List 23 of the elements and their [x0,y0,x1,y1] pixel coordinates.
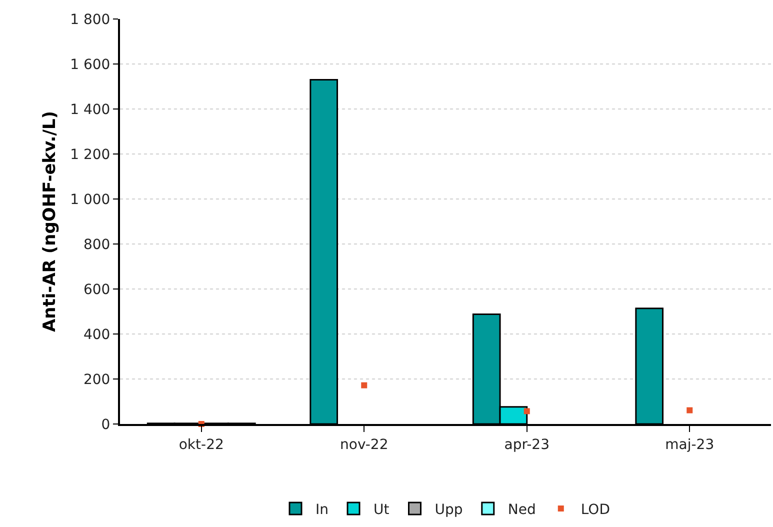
y-tick-label: 400 [83,326,110,343]
y-tick-label: 1 200 [70,146,110,163]
y-tick-label: 1 600 [70,56,110,73]
legend-label: LOD [580,502,610,518]
y-axis-title: Anti-AR (ngOHF-ekv./L) [40,110,60,332]
legend-label: Ut [374,502,390,518]
x-tick-label: maj-23 [665,436,714,453]
y-tick-label: 1 400 [70,102,110,118]
y-tick-label: 600 [83,282,110,298]
legend-label: Upp [434,502,463,518]
point [686,407,693,414]
y-tick-label: 1 000 [70,192,110,208]
y-tick-label: 200 [83,372,110,388]
legend-label: Ned [508,502,536,518]
legend-label: In [316,502,329,518]
point [524,408,530,414]
y-tick-label: 800 [83,236,110,253]
y-tick-label: 1 800 [70,12,110,28]
point [361,382,368,388]
y-tick-label: 0 [101,416,110,433]
x-tick-label: okt-22 [178,436,224,453]
x-tick-label: apr-23 [504,436,550,453]
x-tick-label: nov-22 [340,436,388,453]
